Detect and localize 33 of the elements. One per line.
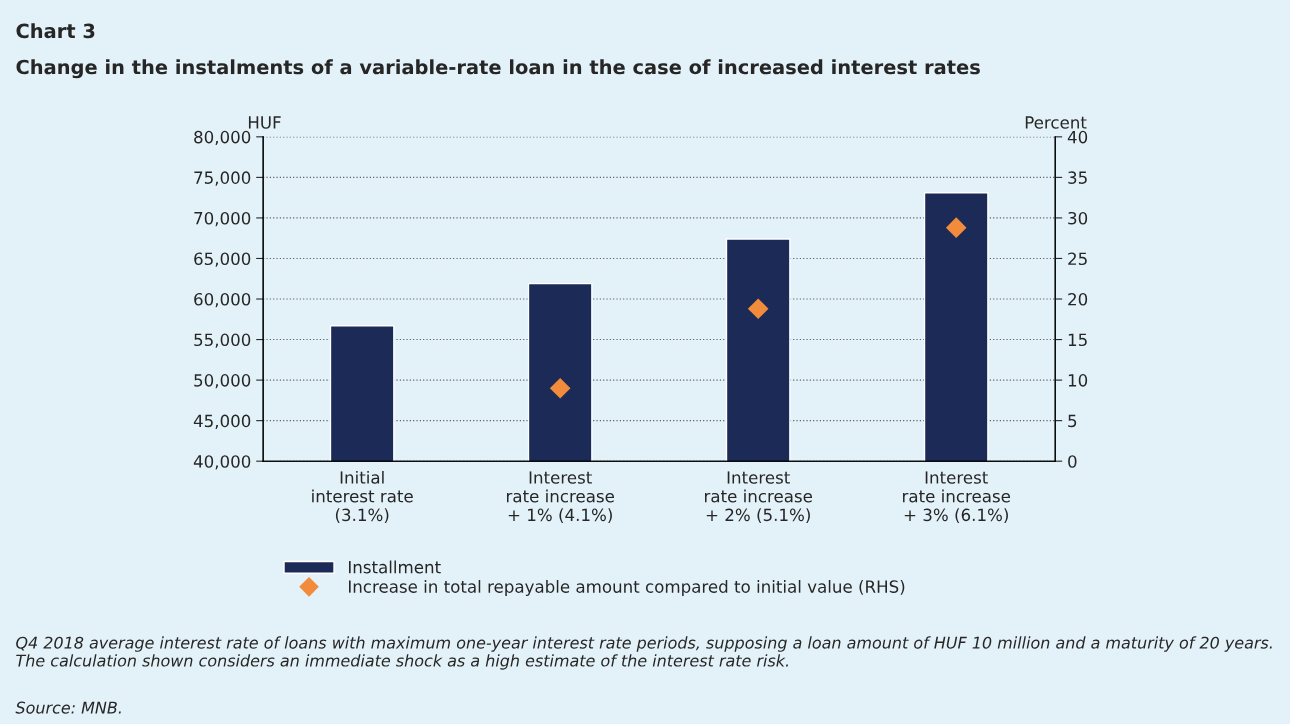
y-tick-label: 75,000 — [194, 171, 251, 186]
y-tick-label: 50,000 — [194, 374, 251, 389]
y2-tick-label: 40 — [1067, 130, 1088, 144]
y2-tick-label: 15 — [1068, 333, 1087, 347]
y-tick-label: 45,000 — [193, 414, 251, 429]
y2-tick-label: 35 — [1068, 171, 1087, 184]
y-tick-label: 65,000 — [194, 252, 251, 267]
y-tick-label: 70,000 — [194, 211, 251, 227]
legend-label: Installment — [348, 560, 441, 574]
y-tick-label: 80,000 — [194, 130, 251, 146]
point — [945, 217, 967, 238]
point — [747, 298, 769, 320]
y-tick-label: 55,000 — [194, 333, 251, 348]
x-tick-label: Interest rate increase + 1% (4.1%) — [507, 471, 614, 524]
y2-tick-label: 5 — [1068, 414, 1077, 428]
y-tick-label: 40,000 — [193, 455, 251, 470]
text: Chart 3 — [16, 23, 95, 39]
source-note: Source: MNB. — [15, 701, 121, 714]
x-tick-label: Interest rate increase + 2% (5.1%) — [705, 471, 813, 524]
y2-axis-title: Percent — [1025, 116, 1087, 129]
y2-tick-label: 10 — [1068, 374, 1088, 387]
legend-label: Increase in total repayable amount compared to initial value (RHS) — [348, 579, 905, 597]
y2-tick-label: 0 — [1068, 455, 1077, 468]
x-tick-label: Interest rate increase + 3% (6.1%) — [903, 471, 1011, 524]
x-tick-label: Initial interest rate (3.1%) — [312, 470, 413, 524]
point — [549, 377, 571, 399]
y2-tick-label: 20 — [1068, 292, 1088, 306]
chart-subtitle: Change in the instalments of a variable-rate loan in the case of increased interest rates — [16, 59, 980, 79]
y2-tick-label: 25 — [1068, 252, 1087, 266]
y-tick-label: 60,000 — [194, 292, 251, 308]
text: Q4 2018 average interest rate of loans with maximum one-year interest rate periods, supposing a loan amount of HUF 10 million and a maturity of 20 years. The calculation shown considers an immediate shock as a high estimate of the interest rate risk. — [16, 636, 1272, 670]
y2-tick-label: 30 — [1068, 211, 1088, 225]
y-axis-title: HUF — [248, 116, 281, 129]
